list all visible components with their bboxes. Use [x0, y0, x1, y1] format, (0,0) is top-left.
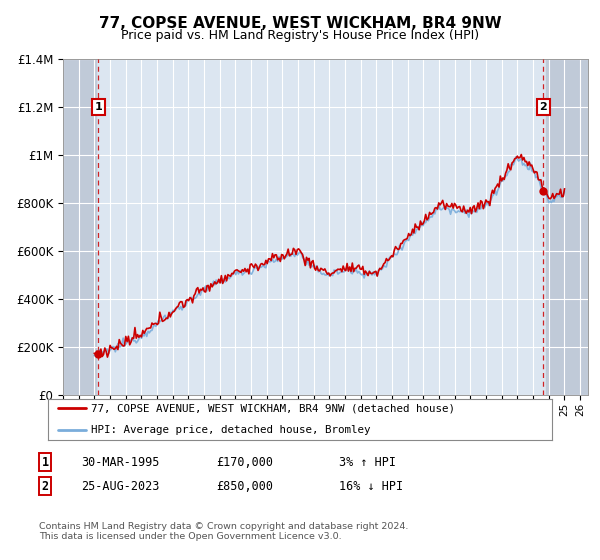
Text: £170,000: £170,000: [216, 455, 273, 469]
Text: 30-MAR-1995: 30-MAR-1995: [81, 455, 160, 469]
Text: 77, COPSE AVENUE, WEST WICKHAM, BR4 9NW: 77, COPSE AVENUE, WEST WICKHAM, BR4 9NW: [98, 16, 502, 31]
Text: 3% ↑ HPI: 3% ↑ HPI: [339, 455, 396, 469]
Text: Contains HM Land Registry data © Crown copyright and database right 2024.
This d: Contains HM Land Registry data © Crown c…: [39, 522, 409, 542]
Text: 2: 2: [41, 479, 49, 493]
Text: £850,000: £850,000: [216, 479, 273, 493]
Text: 16% ↓ HPI: 16% ↓ HPI: [339, 479, 403, 493]
Text: Price paid vs. HM Land Registry's House Price Index (HPI): Price paid vs. HM Land Registry's House …: [121, 29, 479, 42]
Text: HPI: Average price, detached house, Bromley: HPI: Average price, detached house, Brom…: [91, 425, 370, 435]
Text: 25-AUG-2023: 25-AUG-2023: [81, 479, 160, 493]
Bar: [63, 59, 97, 395]
Text: 1: 1: [94, 102, 102, 112]
Text: 1: 1: [41, 455, 49, 469]
Text: 77, COPSE AVENUE, WEST WICKHAM, BR4 9NW (detached house): 77, COPSE AVENUE, WEST WICKHAM, BR4 9NW …: [91, 403, 455, 413]
Bar: [545, 59, 588, 395]
Text: 2: 2: [539, 102, 547, 112]
